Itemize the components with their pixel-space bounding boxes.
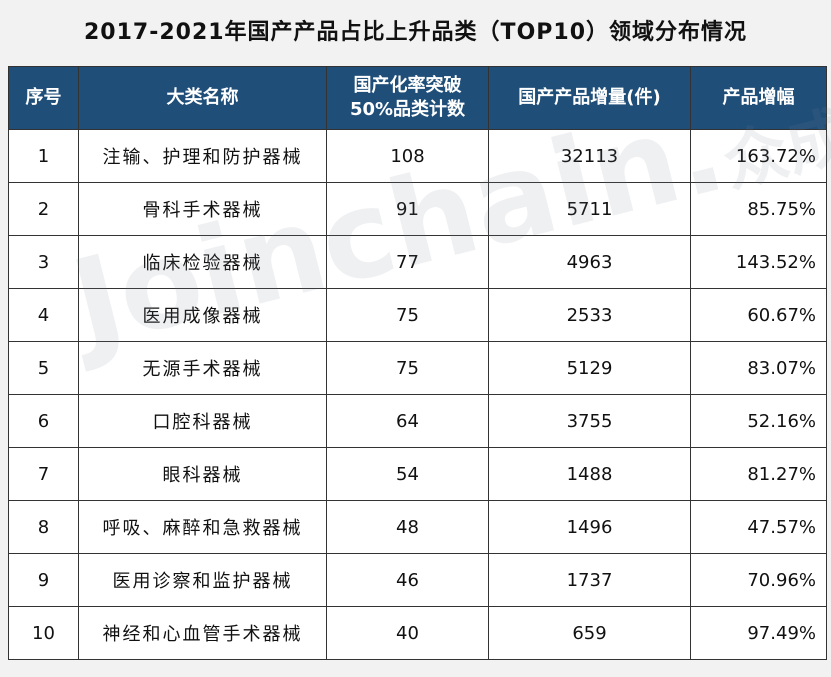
cell-growth: 60.67% (690, 288, 827, 342)
table-row: 4 医用成像器械 75 2533 60.67% (8, 288, 827, 342)
header-increment: 国产产品增量(件) (488, 66, 691, 130)
cell-category-name: 医用诊察和监护器械 (78, 553, 327, 607)
cell-count: 77 (326, 235, 489, 289)
table-row: 7 眼科器械 54 1488 81.27% (8, 447, 827, 501)
cell-count: 75 (326, 288, 489, 342)
cell-category-name: 临床检验器械 (78, 235, 327, 289)
cell-increment: 5711 (488, 182, 691, 236)
table-row: 2 骨科手术器械 91 5711 85.75% (8, 182, 827, 236)
cell-increment: 1496 (488, 500, 691, 554)
cell-category-name: 无源手术器械 (78, 341, 327, 395)
table-row: 1 注输、护理和防护器械 108 32113 163.72% (8, 129, 827, 183)
cell-index: 1 (8, 129, 79, 183)
cell-count: 54 (326, 447, 489, 501)
header-localization-count: 国产化率突破 50%品类计数 (326, 66, 489, 130)
data-table-container: 序号 大类名称 国产化率突破 50%品类计数 国产产品增量(件) 产品增幅 1 … (8, 66, 827, 660)
cell-growth: 85.75% (690, 182, 827, 236)
header-growth-rate: 产品增幅 (690, 66, 827, 130)
page-title: 2017-2021年国产产品占比上升品类（TOP10）领域分布情况 (83, 20, 748, 45)
cell-count: 46 (326, 553, 489, 607)
cell-increment: 3755 (488, 394, 691, 448)
cell-category-name: 神经和心血管手术器械 (78, 606, 327, 660)
cell-increment: 659 (488, 606, 691, 660)
cell-category-name: 医用成像器械 (78, 288, 327, 342)
table-row: 9 医用诊察和监护器械 46 1737 70.96% (8, 553, 827, 607)
cell-index: 2 (8, 182, 79, 236)
cell-increment: 2533 (488, 288, 691, 342)
cell-category-name: 骨科手术器械 (78, 182, 327, 236)
table-row: 6 口腔科器械 64 3755 52.16% (8, 394, 827, 448)
cell-category-name: 呼吸、麻醉和急救器械 (78, 500, 327, 554)
cell-increment: 5129 (488, 341, 691, 395)
cell-index: 9 (8, 553, 79, 607)
cell-growth: 52.16% (690, 394, 827, 448)
cell-growth: 143.52% (690, 235, 827, 289)
table-row: 10 神经和心血管手术器械 40 659 97.49% (8, 606, 827, 660)
cell-index: 3 (8, 235, 79, 289)
table-row: 8 呼吸、麻醉和急救器械 48 1496 47.57% (8, 500, 827, 554)
cell-count: 64 (326, 394, 489, 448)
category-table: 序号 大类名称 国产化率突破 50%品类计数 国产产品增量(件) 产品增幅 1 … (8, 66, 827, 660)
cell-index: 7 (8, 447, 79, 501)
cell-index: 5 (8, 341, 79, 395)
cell-index: 6 (8, 394, 79, 448)
cell-increment: 32113 (488, 129, 691, 183)
header-index: 序号 (8, 66, 79, 130)
cell-growth: 83.07% (690, 341, 827, 395)
table-row: 5 无源手术器械 75 5129 83.07% (8, 341, 827, 395)
cell-count: 91 (326, 182, 489, 236)
cell-increment: 1737 (488, 553, 691, 607)
cell-count: 48 (326, 500, 489, 554)
cell-growth: 70.96% (690, 553, 827, 607)
cell-index: 4 (8, 288, 79, 342)
cell-increment: 4963 (488, 235, 691, 289)
cell-growth: 81.27% (690, 447, 827, 501)
cell-growth: 47.57% (690, 500, 827, 554)
cell-growth: 97.49% (690, 606, 827, 660)
cell-index: 10 (8, 606, 79, 660)
table-row: 3 临床检验器械 77 4963 143.52% (8, 235, 827, 289)
cell-category-name: 注输、护理和防护器械 (78, 129, 327, 183)
cell-category-name: 眼科器械 (78, 447, 327, 501)
cell-count: 75 (326, 341, 489, 395)
header-category-name: 大类名称 (78, 66, 327, 130)
cell-category-name: 口腔科器械 (78, 394, 327, 448)
cell-count: 108 (326, 129, 489, 183)
cell-growth: 163.72% (690, 129, 827, 183)
cell-increment: 1488 (488, 447, 691, 501)
cell-count: 40 (326, 606, 489, 660)
cell-index: 8 (8, 500, 79, 554)
table-header-row: 序号 大类名称 国产化率突破 50%品类计数 国产产品增量(件) 产品增幅 (8, 66, 827, 130)
